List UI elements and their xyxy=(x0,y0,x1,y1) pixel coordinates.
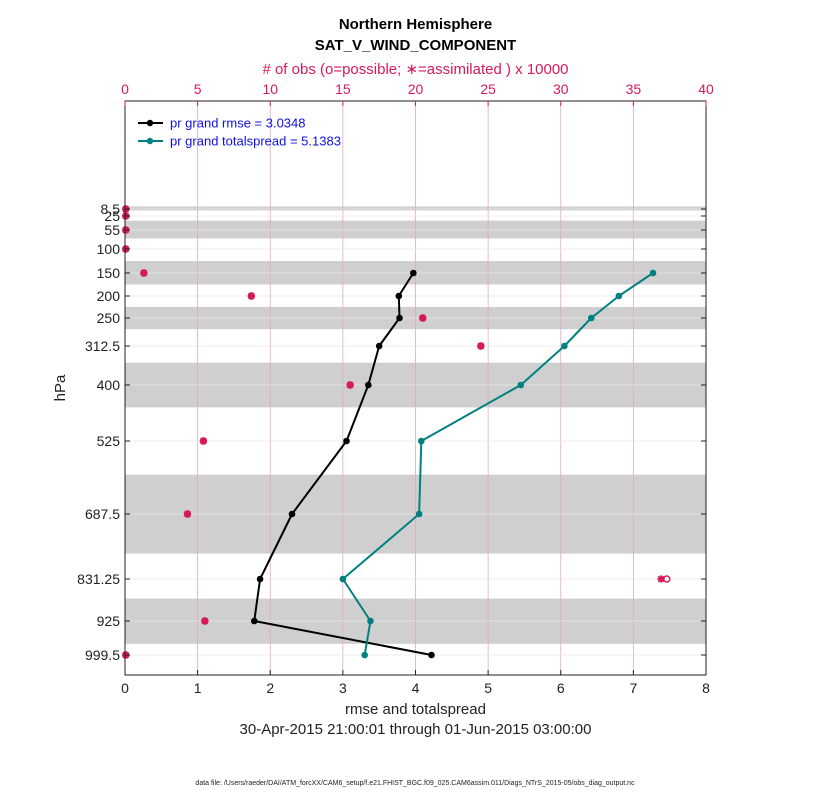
obs-assimilated-marker xyxy=(199,437,208,445)
y-tick-label: 687.5 xyxy=(85,506,120,522)
chart-title: Northern Hemisphere xyxy=(339,16,492,33)
x-tick-label: 6 xyxy=(557,680,565,696)
y-tick-label: 25 xyxy=(104,208,120,224)
top-tick-label: 35 xyxy=(626,81,642,97)
obs-assimilated-marker xyxy=(657,575,665,583)
x-tick-label: 3 xyxy=(339,680,347,696)
y-tick-label: 250 xyxy=(97,310,121,326)
totalspread-point xyxy=(415,510,423,518)
rmse-point xyxy=(364,381,372,389)
data-marks xyxy=(122,205,671,659)
obs-assimilated-marker xyxy=(140,269,148,277)
totalspread-point xyxy=(615,292,623,300)
top-tick-label: 40 xyxy=(698,81,714,97)
y-tick-label: 925 xyxy=(97,613,121,629)
x-axis-label: rmse and totalspread xyxy=(345,701,486,718)
totalspread-point xyxy=(361,651,368,659)
totalspread-point xyxy=(339,575,347,583)
top-tick-label: 5 xyxy=(194,81,202,97)
chart-subtitle: SAT_V_WIND_COMPONENT xyxy=(315,37,516,54)
top-tick-label: 25 xyxy=(480,81,496,97)
x-tick-label: 0 xyxy=(121,680,129,696)
rmse-point xyxy=(288,510,296,518)
rmse-point xyxy=(410,269,417,277)
rmse-point xyxy=(256,575,264,583)
top-tick-label: 15 xyxy=(335,81,351,97)
rmse-point xyxy=(396,314,403,322)
rmse-point xyxy=(250,617,258,625)
obs-assimilated-marker xyxy=(419,314,427,322)
totalspread-point xyxy=(649,269,657,277)
rmse-point xyxy=(343,437,350,445)
gridlines xyxy=(125,101,706,675)
legend-rmse-marker xyxy=(146,119,154,127)
top-tick-label: 0 xyxy=(121,81,129,97)
rmse-point xyxy=(395,292,403,300)
totalspread-point xyxy=(587,314,595,322)
rmse-point xyxy=(428,651,435,659)
y-tick-label: 100 xyxy=(97,241,121,257)
rmse-point xyxy=(375,342,383,350)
totalspread-point xyxy=(418,437,425,445)
legend: pr grand rmse = 3.0348 pr grand totalspr… xyxy=(138,116,341,149)
x-tick-label: 5 xyxy=(484,680,492,696)
legend-rmse-label: pr grand rmse = 3.0348 xyxy=(170,116,306,131)
totalspread-point xyxy=(517,381,525,389)
top-axis-label: # of obs (o=possible; ∗=assimilated ) x … xyxy=(262,61,568,78)
x-tick-label: 4 xyxy=(412,680,420,696)
y-tick-label: 312.5 xyxy=(85,338,120,354)
y-tick-label: 525 xyxy=(97,433,121,449)
rmse-line xyxy=(253,272,432,656)
tick-labels: 0 5 10 15 20 25 30 35 408.52555100150200250312.5… xyxy=(77,81,714,696)
legend-spread-label: pr grand totalspread = 5.1383 xyxy=(170,134,341,149)
totalspread-point xyxy=(367,617,374,625)
date-range: 30-Apr-2015 21:00:01 through 01-Jun-2015… xyxy=(240,721,592,738)
x-tick-label: 8 xyxy=(702,680,710,696)
legend-spread-marker xyxy=(146,137,154,145)
y-tick-label: 999.5 xyxy=(85,647,120,663)
obs-assimilated-marker xyxy=(477,342,485,350)
top-tick-label: 20 xyxy=(408,81,424,97)
obs-assimilated-marker xyxy=(183,510,192,518)
y-tick-label: 150 xyxy=(97,265,121,281)
x-tick-label: 7 xyxy=(629,680,637,696)
totalspread-line xyxy=(341,272,654,656)
footnote: data file: /Users/raeder/DAI/ATM_forcXX/… xyxy=(195,780,635,787)
x-tick-label: 2 xyxy=(266,680,274,696)
top-tick-label: 30 xyxy=(553,81,569,97)
y-tick-label: 55 xyxy=(104,222,120,238)
totalspread-point xyxy=(561,342,568,350)
y-tick-label: 8.5 xyxy=(101,201,121,217)
y-axis-label: hPa xyxy=(52,374,69,401)
obs-assimilated-marker xyxy=(346,381,354,389)
y-tick-label: 400 xyxy=(97,377,121,393)
top-tick-label: 10 xyxy=(262,81,278,97)
x-tick-label: 1 xyxy=(194,680,202,696)
y-tick-label: 200 xyxy=(97,288,121,304)
obs-assimilated-marker xyxy=(201,617,209,625)
obs-assimilated-marker xyxy=(247,292,255,300)
y-tick-label: 831.25 xyxy=(77,571,120,587)
